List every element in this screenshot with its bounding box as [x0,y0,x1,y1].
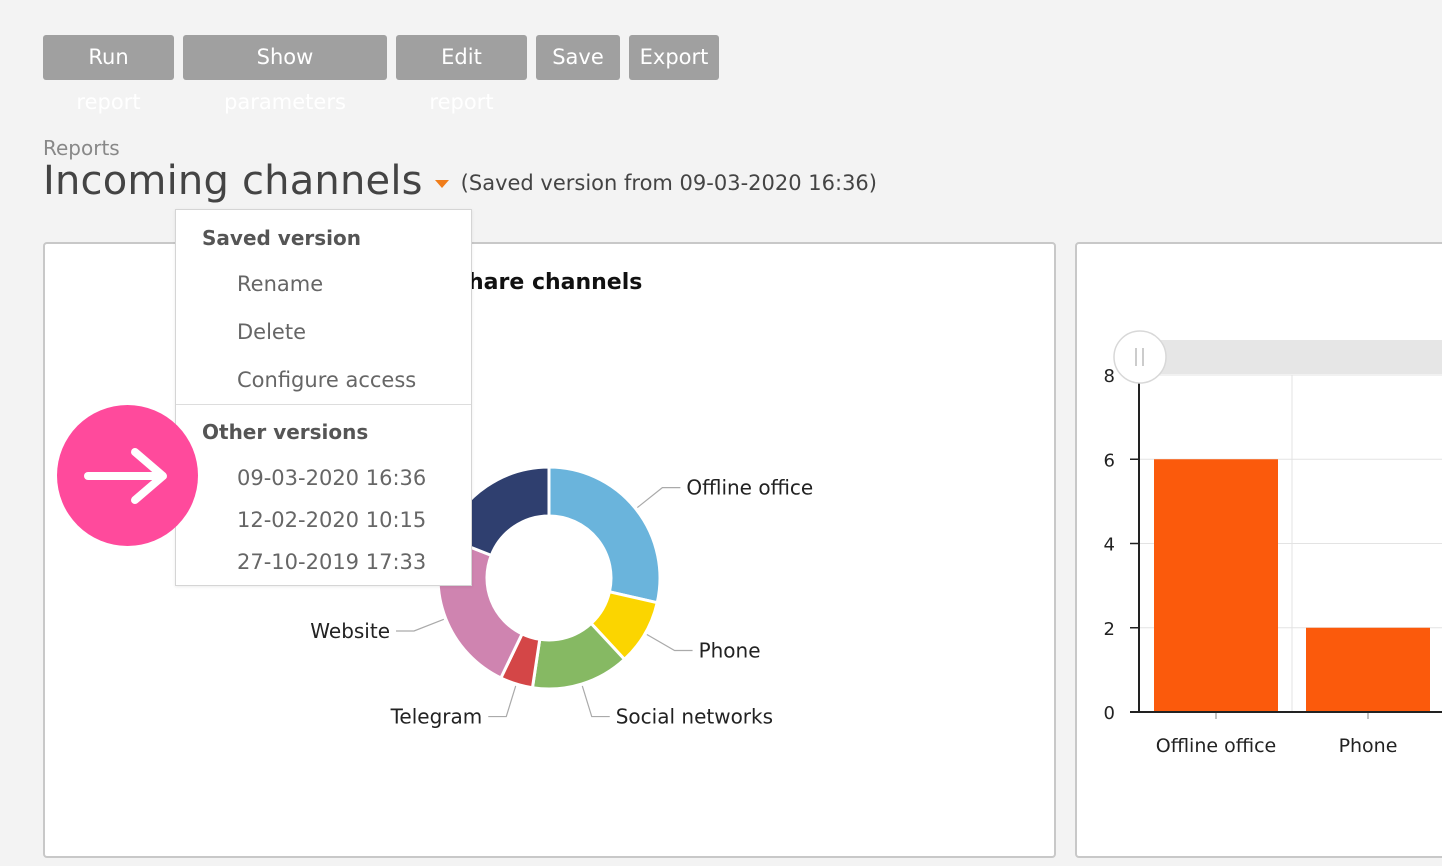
menu-item-version-3[interactable]: 27-10-2019 17:33 [237,550,427,574]
page-title: Incoming channels [43,158,423,204]
y-tick-label: 6 [1104,450,1115,471]
breadcrumb[interactable]: Reports [43,136,120,160]
saved-version-note: (Saved version from 09-03-2020 16:36) [460,171,877,195]
chart-title: hare channels [468,270,643,295]
show-parameters-button[interactable]: Show parameters [183,35,387,114]
arrow-right-icon [83,447,167,504]
menu-item-version-2[interactable]: 12-02-2020 10:15 [237,508,427,532]
menu-item-rename[interactable]: Rename [237,272,324,296]
x-tick-label: Offline office [1156,735,1277,757]
menu-divider [176,404,471,405]
edit-report-button[interactable]: Edit report [396,35,527,114]
menu-item-version-1[interactable]: 09-03-2020 16:36 [237,466,427,490]
report-toolbar: Run report Show parameters Edit report S… [43,35,719,114]
export-button[interactable]: Export [629,35,719,80]
bar-offline-office[interactable] [1154,459,1278,712]
y-tick-label: 0 [1104,703,1115,724]
bar-chart: 0 2 4 6 8 Offline office Phone [1104,330,1442,757]
next-fab-button[interactable] [57,405,198,546]
run-report-button[interactable]: Run report [43,35,174,114]
menu-item-delete[interactable]: Delete [237,320,306,344]
bar-chart-card: 0 2 4 6 8 Offline office Phone [1075,242,1442,858]
menu-header-other-versions: Other versions [202,420,369,444]
y-tick-label: 2 [1104,619,1115,640]
save-button[interactable]: Save [536,35,620,80]
caret-down-icon[interactable] [434,180,449,188]
y-tick-label: 8 [1104,366,1115,387]
drag-handle-icon[interactable] [1113,330,1167,384]
y-tick-label: 4 [1104,535,1115,556]
bar-phone[interactable] [1306,627,1430,712]
range-slider-track[interactable] [1139,340,1442,374]
version-menu: Saved version Rename Delete Configure ac… [175,209,472,586]
title-row: Incoming channels (Saved version from 09… [43,158,877,204]
menu-header-saved-version: Saved version [202,226,361,250]
menu-item-configure-access[interactable]: Configure access [237,368,417,392]
x-tick-label: Phone [1339,735,1398,757]
